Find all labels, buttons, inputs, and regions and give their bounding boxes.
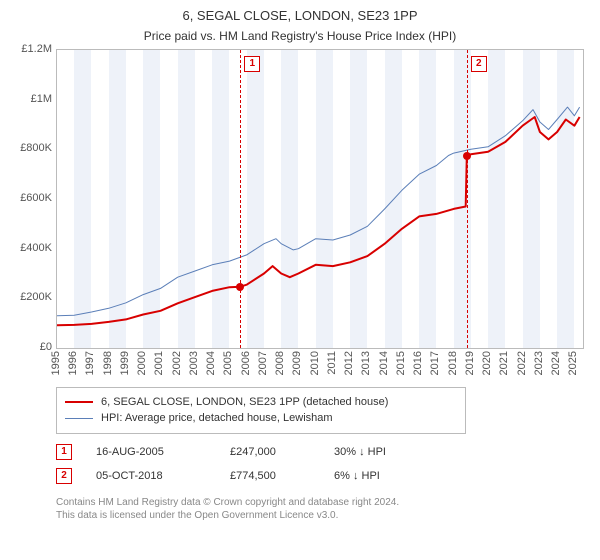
y-tick-label: £1.2M [21, 43, 52, 55]
x-tick-label: 1998 [102, 351, 114, 375]
x-tick-label: 1995 [50, 351, 62, 375]
sale-dot [463, 152, 471, 160]
plot-area: 12 [56, 49, 584, 349]
chart-subtitle: Price paid vs. HM Land Registry's House … [10, 29, 590, 43]
x-tick-label: 2000 [136, 351, 148, 375]
y-axis: £0£200K£400K£600K£800K£1M£1.2M [10, 49, 56, 349]
legend-label: HPI: Average price, detached house, Lewi… [101, 410, 333, 427]
sale-date: 16-AUG-2005 [96, 446, 206, 458]
x-tick-label: 2020 [481, 351, 493, 375]
attribution: Contains HM Land Registry data © Crown c… [56, 496, 590, 522]
sale-relative: 6% ↓ HPI [334, 470, 380, 482]
attribution-line: Contains HM Land Registry data © Crown c… [56, 496, 590, 509]
legend-item: HPI: Average price, detached house, Lewi… [65, 410, 457, 427]
x-tick-label: 2011 [326, 351, 338, 375]
x-tick-label: 2012 [343, 351, 355, 375]
sale-dot [236, 283, 244, 291]
x-tick-label: 2001 [153, 351, 165, 375]
legend-swatch [65, 418, 93, 419]
x-tick-label: 2014 [378, 351, 390, 375]
x-tick-label: 2019 [464, 351, 476, 375]
x-tick-label: 1997 [84, 351, 96, 375]
x-tick-label: 2009 [291, 351, 303, 375]
x-tick-label: 2015 [395, 351, 407, 375]
sale-marker-label: 1 [244, 56, 260, 72]
x-tick-label: 2005 [222, 351, 234, 375]
y-tick-label: £800K [20, 142, 52, 154]
sale-index-box: 1 [56, 444, 72, 460]
x-tick-label: 2024 [550, 351, 562, 375]
y-tick-label: £1M [31, 93, 52, 105]
sale-date: 05-OCT-2018 [96, 470, 206, 482]
series-hpi [57, 107, 580, 316]
x-tick-label: 2008 [274, 351, 286, 375]
x-tick-label: 2023 [533, 351, 545, 375]
x-tick-label: 2025 [567, 351, 579, 375]
x-tick-label: 2017 [429, 351, 441, 375]
x-tick-label: 2007 [257, 351, 269, 375]
x-tick-label: 2003 [188, 351, 200, 375]
x-tick-label: 2004 [205, 351, 217, 375]
x-tick-label: 2021 [498, 351, 510, 375]
sale-marker-line [467, 50, 468, 348]
legend-item: 6, SEGAL CLOSE, LONDON, SE23 1PP (detach… [65, 394, 457, 411]
y-tick-label: £600K [20, 192, 52, 204]
x-tick-label: 2013 [360, 351, 372, 375]
y-tick-label: £200K [20, 291, 52, 303]
attribution-line: This data is licensed under the Open Gov… [56, 509, 590, 522]
sale-index-box: 2 [56, 468, 72, 484]
chart-container: 6, SEGAL CLOSE, LONDON, SE23 1PP Price p… [0, 0, 600, 560]
x-tick-label: 2022 [516, 351, 528, 375]
sale-relative: 30% ↓ HPI [334, 446, 386, 458]
sale-price: £247,000 [230, 446, 310, 458]
legend-swatch [65, 401, 93, 403]
x-axis: 1995199619971998199920002001200220032004… [56, 349, 584, 379]
legend: 6, SEGAL CLOSE, LONDON, SE23 1PP (detach… [56, 387, 466, 434]
sales-table: 1 16-AUG-2005 £247,000 30% ↓ HPI 2 05-OCT-201… [56, 444, 590, 492]
y-tick-label: £400K [20, 242, 52, 254]
sale-row: 2 05-OCT-2018 £774,500 6% ↓ HPI [56, 468, 590, 484]
sale-marker-line [240, 50, 241, 348]
x-tick-label: 2018 [447, 351, 459, 375]
legend-label: 6, SEGAL CLOSE, LONDON, SE23 1PP (detach… [101, 394, 388, 411]
chart-title: 6, SEGAL CLOSE, LONDON, SE23 1PP [10, 8, 590, 25]
x-tick-label: 2016 [412, 351, 424, 375]
line-svg [57, 50, 583, 348]
chart-area: £0£200K£400K£600K£800K£1M£1.2M 12 199519… [10, 49, 590, 379]
x-tick-label: 2002 [171, 351, 183, 375]
sale-marker-label: 2 [471, 56, 487, 72]
x-tick-label: 2006 [240, 351, 252, 375]
sale-row: 1 16-AUG-2005 £247,000 30% ↓ HPI [56, 444, 590, 460]
x-tick-label: 1996 [67, 351, 79, 375]
sale-price: £774,500 [230, 470, 310, 482]
x-tick-label: 1999 [119, 351, 131, 375]
series-property [57, 117, 580, 325]
x-tick-label: 2010 [309, 351, 321, 375]
